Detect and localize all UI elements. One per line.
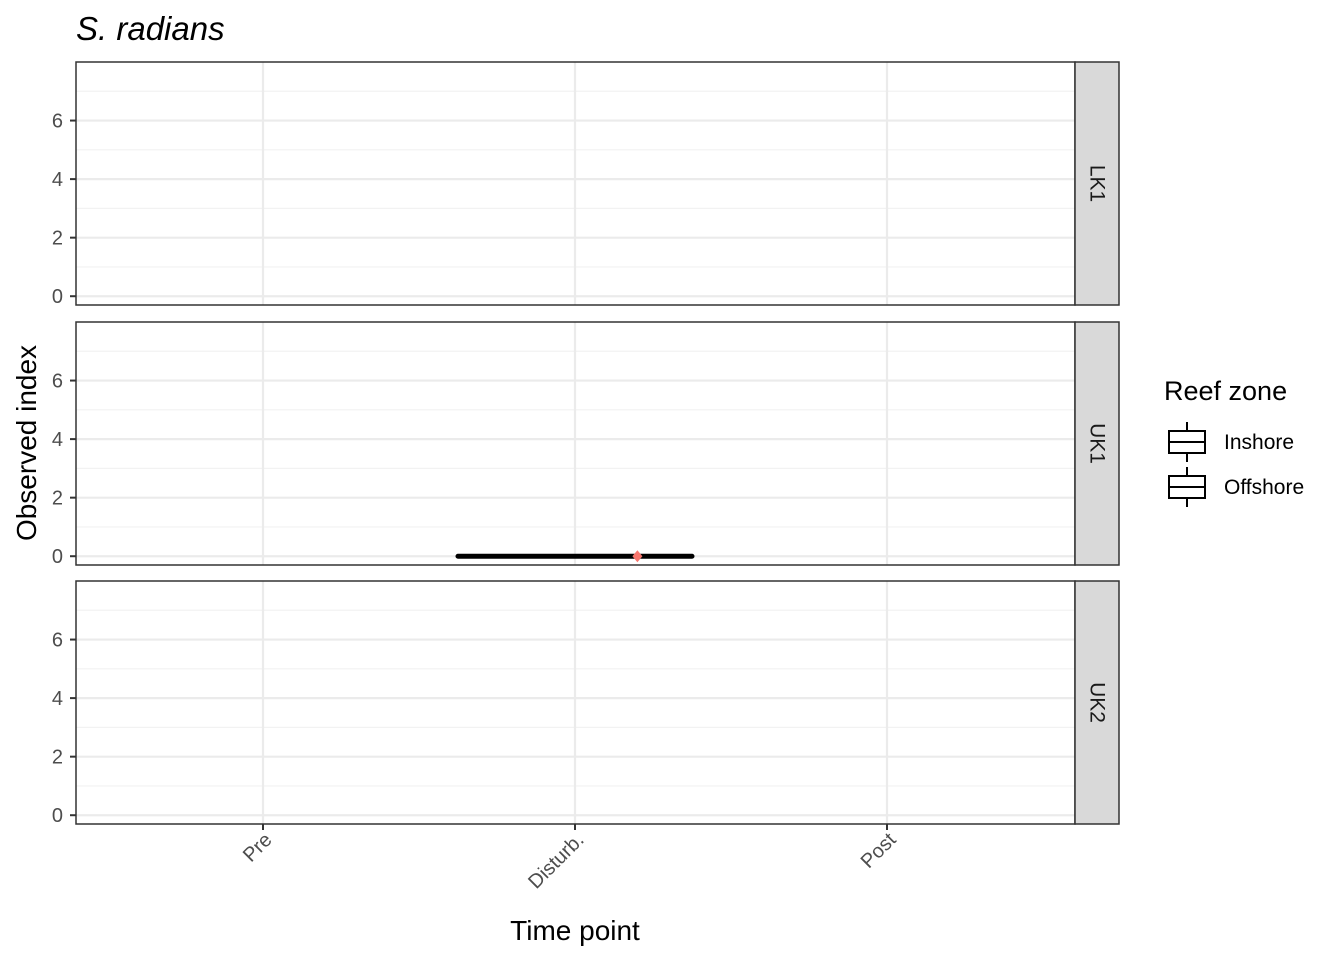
- strip-label: LK1: [1086, 165, 1109, 202]
- strip-background: [1074, 580, 1120, 825]
- legend-item-offshore: Offshore: [1168, 467, 1304, 507]
- mean-marker: [632, 550, 643, 563]
- strip-label: UK1: [1086, 423, 1109, 464]
- y-tick-label: 4: [52, 688, 63, 710]
- facet-panels: 0 2 4 6 LK1 0 2 4 6 UK1 0 2 4 6 UK2: [52, 61, 1120, 827]
- y-tick-label: 4: [52, 429, 63, 451]
- x-axis: Pre Disturb. Post: [239, 824, 901, 893]
- y-tick-label: 4: [52, 169, 63, 191]
- y-tick-label: 0: [52, 546, 63, 568]
- y-tick-label: 2: [52, 228, 63, 250]
- y-tick-label: 6: [52, 371, 63, 393]
- x-tick-label: Post: [857, 829, 901, 873]
- legend-title: Reef zone: [1164, 376, 1287, 406]
- legend-label: Offshore: [1224, 476, 1304, 499]
- y-tick-label: 2: [52, 747, 63, 769]
- y-tick-label: 0: [52, 805, 63, 827]
- legend-item-inshore: Inshore: [1168, 422, 1294, 462]
- y-tick-label: 6: [52, 630, 63, 652]
- facet-panel-uk2: 0 2 4 6 UK2: [52, 580, 1120, 827]
- y-axis-title: Observed index: [11, 345, 42, 541]
- y-tick-label: 2: [52, 488, 63, 510]
- legend-label: Inshore: [1224, 431, 1294, 454]
- chart-title: S. radians: [76, 10, 225, 47]
- facet-panel-uk1: 0 2 4 6 UK1: [52, 321, 1120, 568]
- strip-background: [1074, 61, 1120, 306]
- y-tick-label: 0: [52, 286, 63, 308]
- x-tick-label: Disturb.: [524, 829, 588, 893]
- strip-label: UK2: [1086, 682, 1109, 723]
- x-axis-title: Time point: [510, 915, 640, 946]
- y-tick-label: 6: [52, 111, 63, 133]
- box-inshore: [455, 550, 695, 563]
- legend: Reef zone Inshore Offshore: [1164, 376, 1304, 507]
- facet-panel-lk1: 0 2 4 6 LK1: [52, 61, 1120, 308]
- strip-background: [1074, 321, 1120, 566]
- x-tick-label: Pre: [239, 829, 277, 867]
